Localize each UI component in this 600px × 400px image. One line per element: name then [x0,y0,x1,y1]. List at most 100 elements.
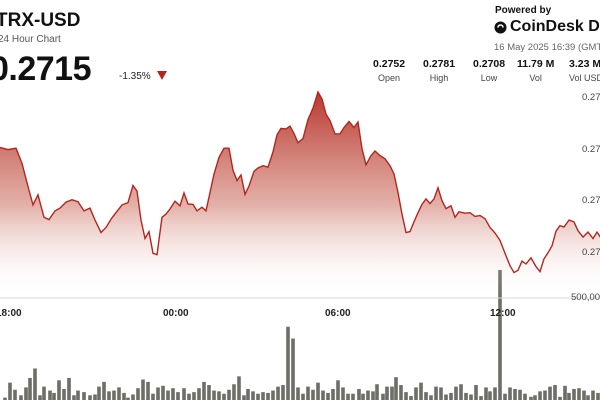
volume-bar [112,390,116,400]
volume-bar [414,387,418,400]
volume-bar [434,386,438,400]
volume-bar [28,377,32,400]
volume-bar [336,380,340,400]
volume-bar [256,393,260,400]
stat-value: 0.2752 [373,58,406,70]
volume-bar [529,396,533,400]
volume-bar [3,397,7,400]
volume-bar [439,387,443,400]
volume-bar [577,388,581,400]
volume-bar [76,390,80,400]
volume-bar [227,389,231,400]
volume-bar [503,393,507,400]
volume-bar [62,388,66,400]
volume-bar [538,391,542,400]
volume-bar [558,396,562,400]
volume-bar [508,387,512,400]
volume-bar [424,392,428,400]
volume-bar [266,392,270,400]
volume-bar [409,396,413,400]
volume-bar [381,393,385,400]
volume-bar [296,387,300,400]
volume-bar [385,386,389,400]
volume-bar [351,393,355,400]
volume-bar [48,390,52,400]
y-tick-label: 0.27 [582,247,600,258]
volume-bar [281,385,285,400]
price-change: -1.35% [119,71,151,82]
volume-bar [131,394,135,400]
volume-bar [72,395,76,400]
x-tick-label: 12:00 [490,308,516,319]
volume-bar [306,386,310,400]
stat-value: 11.79 M [517,58,555,70]
coindesk-logo-icon [494,21,507,33]
volume-bar [301,393,305,400]
x-tick-label: 00:00 [163,308,189,319]
volume-bar [464,392,468,400]
stat-vol: 11.79 M Vol [517,58,554,83]
volume-bar [469,394,473,400]
volume-bar [237,376,241,400]
volume-bar [102,381,106,400]
volume-bar [326,392,330,400]
volume-bar [548,386,552,400]
y-tick-label: 0.27 [582,144,600,155]
volume-bar [586,395,590,400]
stat-label: High [429,73,449,83]
volume-bar [202,381,206,400]
volume-bar [57,380,61,400]
volume-bar [366,390,370,400]
volume-bar [567,392,571,400]
price-line [0,90,600,274]
volume-bar [82,392,86,400]
volume-bar [122,392,126,400]
volume-bar [596,392,600,400]
stat-value: 3.23 M [569,58,600,70]
down-arrow-icon [157,71,167,80]
volume-bar [246,388,250,400]
volume-bar [429,395,433,400]
volume-bar [371,391,375,400]
volume-bar [42,386,46,400]
volume-bar [459,384,463,400]
volume-bar [316,382,320,400]
stat-label: Open [378,73,401,83]
volume-bar [563,385,567,400]
volume-bar [591,390,595,400]
volume-bar [286,326,290,400]
volume-bar [582,390,586,400]
volume-bar [331,388,335,400]
volume-tick-label: 500,000 [571,292,600,303]
volume-bar [276,386,280,400]
volume-bar [454,386,458,400]
volume-bar [136,388,140,400]
volume-bar [166,390,170,400]
x-tick-label: 06:00 [325,308,351,319]
volume-bar [197,388,201,400]
volume-bar [390,386,394,400]
volume-bar [444,394,448,400]
volume-bar [19,395,23,400]
volume-bar [24,387,28,400]
volume-bar [488,391,492,400]
brand-logo[interactable]: CoinDesk Data [494,18,600,36]
volume-bar [117,387,121,400]
volume-bar [474,385,478,400]
volume-bar [523,393,527,400]
x-tick-label: 18:00 [0,308,22,319]
volume-bar [543,390,547,400]
volume-bar [8,382,12,400]
volume-bar [222,393,226,400]
volume-bar [151,393,155,400]
volume-bar [13,389,17,400]
volume-bar [192,392,196,400]
y-tick-label: 0.27 [582,92,600,103]
volume-bar [207,385,211,400]
volume-bar [572,388,576,400]
volume-bar [161,385,165,400]
volume-bar [498,270,502,400]
volume-bar [126,397,130,400]
volume-bar [217,391,221,400]
